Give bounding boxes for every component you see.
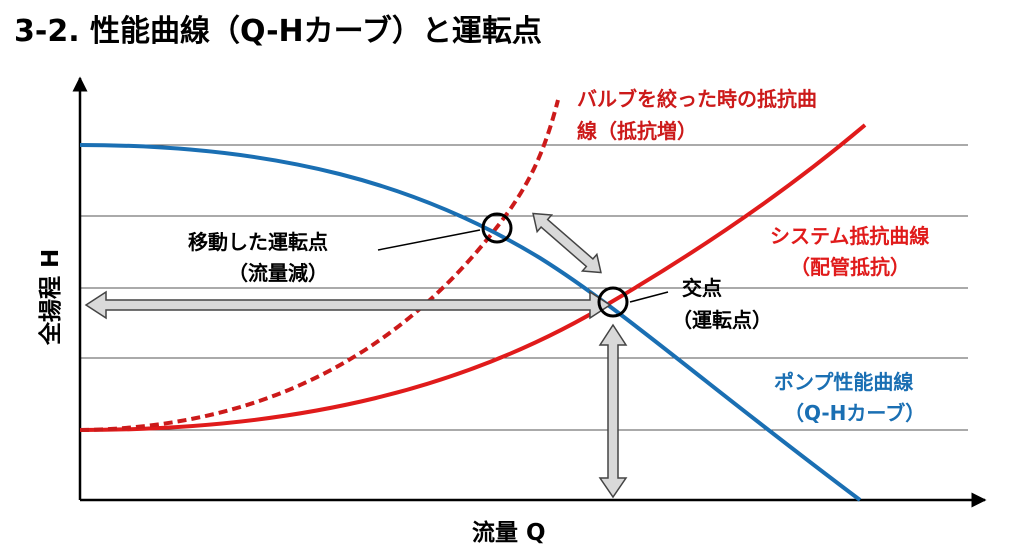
- pump-curve-label-line2: （Q-Hカーブ）: [784, 401, 925, 425]
- slide-title: 3-2. 性能曲線（Q-Hカーブ）と運転点: [14, 14, 542, 49]
- throttled-curve-label-line1: バルブを絞った時の抵抗曲: [577, 87, 817, 111]
- system-curve-label-line2: （配管抵抗）: [790, 255, 910, 279]
- shift-double-arrow: [532, 212, 602, 274]
- operating-point-label-line2: （運転点）: [672, 308, 772, 332]
- pump-curve-label-line1: ポンプ性能曲線: [774, 370, 913, 394]
- moved-point-leader: [377, 229, 481, 251]
- operating-point-label-line1: 交点: [682, 276, 722, 300]
- moved-operating-point-marker: [481, 212, 513, 244]
- moved-point-label-line1: 移動した運転点: [188, 230, 328, 254]
- system-resistance-curve: [79, 123, 867, 432]
- throttled-curve-label-line2: 線（抵抗増）: [577, 119, 697, 143]
- operating-point-marker: [597, 286, 629, 318]
- system-curve-label-line1: システム抵抗曲線: [770, 224, 929, 248]
- y-axis-label: 全揚程 H: [37, 249, 64, 346]
- gridlines: [80, 144, 968, 431]
- flow-double-arrow: [598, 323, 628, 499]
- operating-point-leader: [629, 291, 669, 303]
- pump-qh-curve: [79, 143, 862, 502]
- x-axis-label: 流量 Q: [472, 519, 546, 546]
- moved-point-label-line2: （流量減）: [228, 261, 328, 285]
- head-double-arrow: [84, 290, 612, 320]
